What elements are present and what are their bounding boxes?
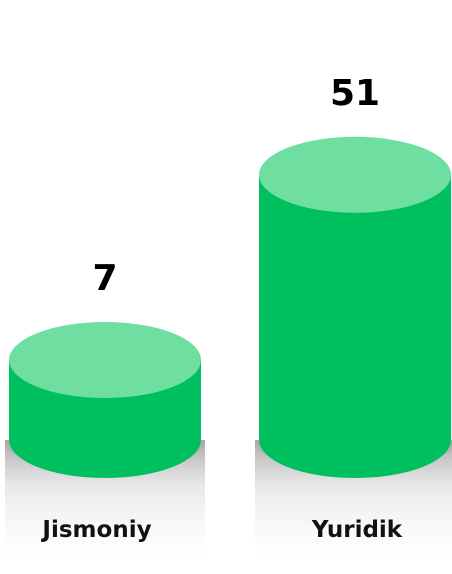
bar-body-yuridik (259, 175, 451, 478)
bar-top-jismoniy (9, 322, 201, 398)
value-label-yuridik: 51 (330, 73, 380, 114)
category-label-yuridik: Yuridik (311, 517, 403, 543)
bar-top-yuridik (259, 137, 451, 213)
category-label-jismoniy: Jismoniy (40, 517, 151, 543)
value-label-jismoniy: 7 (92, 258, 117, 299)
